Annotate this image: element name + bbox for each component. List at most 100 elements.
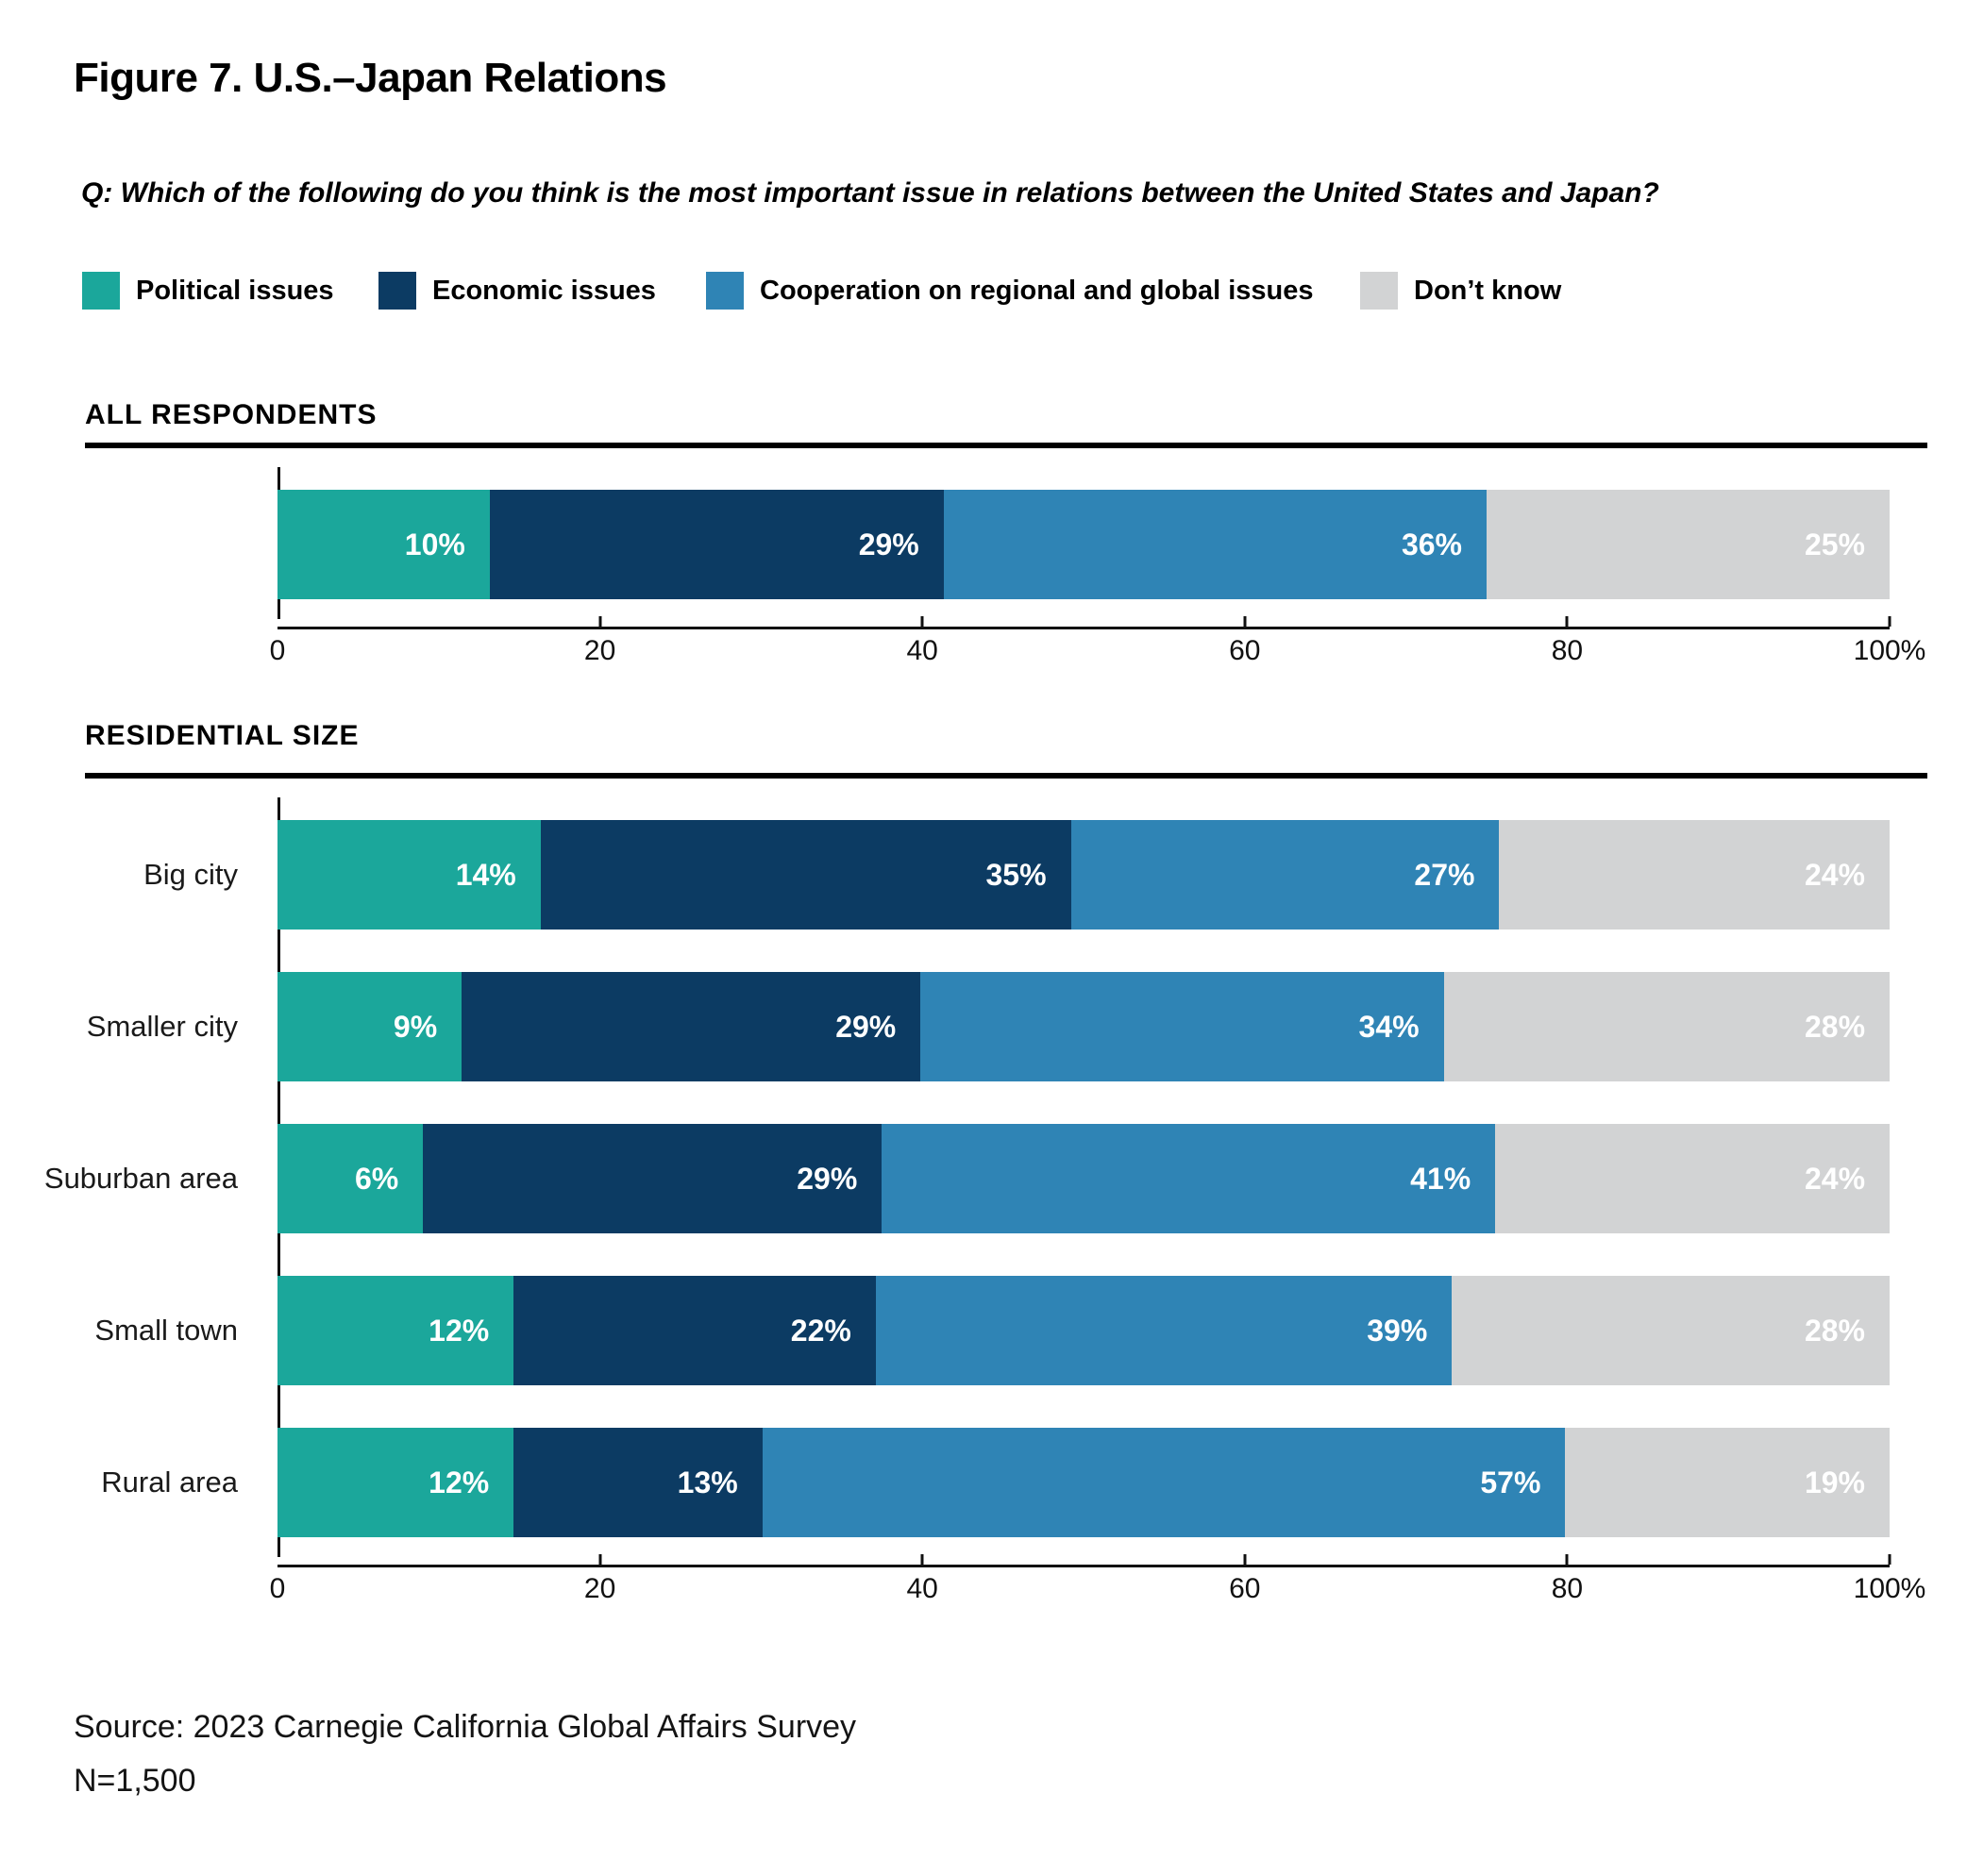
axis-tick	[1888, 1554, 1891, 1565]
value-label: 22%	[790, 1313, 851, 1348]
value-label: 27%	[1414, 857, 1475, 892]
axis-tick-labels: 0 20 40 60 80 100%	[270, 635, 1926, 673]
value-label: 41%	[1410, 1161, 1471, 1196]
category-label: Suburban area	[43, 1162, 238, 1195]
chart-residential-size: Big city 14% 35% 27% 24% Smaller city 9% 29% 34%…	[44, 797, 1926, 1637]
bar-segment: 41%	[882, 1124, 1496, 1233]
bar-segment: 28%	[1443, 972, 1891, 1081]
value-label: 14%	[455, 857, 516, 892]
value-label: 29%	[858, 527, 919, 561]
axis-tick-labels: 0 20 40 60 80 100%	[270, 1573, 1926, 1611]
value-label: 24%	[1804, 1161, 1866, 1196]
value-label: 36%	[1401, 527, 1462, 561]
tick-label: 0	[269, 1573, 286, 1604]
bar-segment: 36%	[943, 490, 1487, 599]
tick-label: 40	[906, 635, 938, 666]
bar-row: Big city 14% 35% 27% 24%	[143, 820, 1890, 930]
value-label: 10%	[404, 527, 465, 561]
section-header-all-respondents: ALL RESPONDENTS	[85, 399, 378, 430]
bar-segment: 35%	[540, 820, 1071, 930]
bar-row: 10% 29% 36% 25%	[277, 490, 1890, 599]
tick-label: 80	[1551, 635, 1584, 666]
category-label: Big city	[143, 858, 238, 891]
x-axis	[277, 1554, 1891, 1567]
figure-title: Figure 7. U.S.–Japan Relations	[74, 55, 667, 101]
legend-item-dont-know: Don’t know	[1360, 272, 1561, 310]
axis-tick	[1243, 616, 1247, 627]
bar-segment: 34%	[920, 972, 1444, 1081]
bar-row: Small town 12% 22% 39% 28%	[94, 1276, 1890, 1385]
bar-segment: 9%	[277, 972, 462, 1081]
bar-segment: 12%	[277, 1428, 514, 1537]
value-label: 39%	[1367, 1313, 1428, 1348]
bar-row: Suburban area 6% 29% 41% 24%	[44, 1124, 1891, 1233]
source-note: Source: 2023 Carnegie California Global …	[74, 1700, 856, 1808]
tick-label: 80	[1551, 1573, 1584, 1604]
axis-tick	[1565, 1554, 1569, 1565]
value-label: 57%	[1480, 1465, 1541, 1499]
cooperation-swatch-icon	[706, 272, 744, 310]
axis-tick	[1888, 616, 1891, 627]
bar-segment: 28%	[1452, 1276, 1890, 1385]
chart-all-respondents: 10% 29% 36% 25% 0 20 40 60 80 100%	[270, 467, 1926, 684]
value-label: 13%	[677, 1465, 738, 1499]
section-rule	[85, 443, 1927, 448]
value-label: 25%	[1804, 527, 1865, 561]
bar-segment: 13%	[513, 1428, 763, 1537]
bar-segment: 24%	[1495, 1124, 1891, 1233]
value-label: 28%	[1804, 1313, 1865, 1348]
sample-size: N=1,500	[74, 1763, 196, 1799]
axis-tick	[598, 1554, 602, 1565]
value-label: 34%	[1358, 1009, 1420, 1044]
tick-label: 20	[583, 1573, 616, 1604]
tick-label: 20	[583, 635, 616, 666]
legend-item-economic: Economic issues	[378, 272, 656, 310]
axis-line	[277, 1565, 1890, 1567]
bar-segment: 29%	[462, 972, 921, 1081]
legend-item-cooperation: Cooperation on regional and global issue…	[706, 272, 1314, 310]
category-label: Smaller city	[86, 1010, 238, 1043]
bar-row: Rural area 12% 13% 57% 19%	[101, 1428, 1890, 1537]
bar-segment: 22%	[513, 1276, 876, 1385]
bar-segment: 6%	[277, 1124, 424, 1233]
value-label: 35%	[985, 857, 1047, 892]
bar-segment: 10%	[277, 490, 490, 599]
bar-segment: 29%	[489, 490, 944, 599]
bar-segment: 39%	[875, 1276, 1453, 1385]
economic-issues-swatch-icon	[378, 272, 416, 310]
tick-label: 100%	[1853, 1573, 1926, 1604]
bar-segment: 14%	[277, 820, 541, 930]
legend-label: Cooperation on regional and global issue…	[760, 275, 1314, 306]
category-label: Small town	[94, 1314, 238, 1347]
x-axis	[277, 616, 1891, 629]
legend-label: Political issues	[136, 275, 334, 306]
axis-tick	[920, 616, 924, 627]
section-header-residential-size: RESIDENTIAL SIZE	[85, 720, 360, 751]
axis-line	[277, 627, 1890, 629]
legend: Political issues Economic issues Coopera…	[0, 272, 1967, 310]
value-label: 29%	[835, 1009, 897, 1044]
bar-segment: 24%	[1499, 820, 1890, 930]
axis-tick	[1565, 616, 1569, 627]
bar-segment: 25%	[1487, 490, 1890, 599]
value-label: 12%	[429, 1465, 490, 1499]
bar-segment: 12%	[277, 1276, 514, 1385]
survey-question: Q: Which of the following do you think i…	[81, 177, 1659, 209]
category-label: Rural area	[101, 1466, 238, 1499]
legend-item-political: Political issues	[82, 272, 334, 310]
value-label: 9%	[393, 1009, 438, 1044]
value-label: 12%	[429, 1313, 490, 1348]
value-label: 28%	[1804, 1009, 1866, 1044]
axis-tick	[920, 1554, 924, 1565]
value-label: 29%	[797, 1161, 858, 1196]
tick-label: 0	[269, 635, 286, 666]
legend-label: Economic issues	[432, 275, 656, 306]
value-label: 19%	[1804, 1465, 1865, 1499]
bar-segment: 19%	[1565, 1428, 1890, 1537]
tick-label: 100%	[1853, 635, 1926, 666]
source-line: Source: 2023 Carnegie California Global …	[74, 1709, 857, 1745]
bar-segment: 57%	[762, 1428, 1566, 1537]
value-label: 24%	[1804, 857, 1865, 892]
tick-label: 60	[1229, 635, 1261, 666]
dont-know-swatch-icon	[1360, 272, 1398, 310]
